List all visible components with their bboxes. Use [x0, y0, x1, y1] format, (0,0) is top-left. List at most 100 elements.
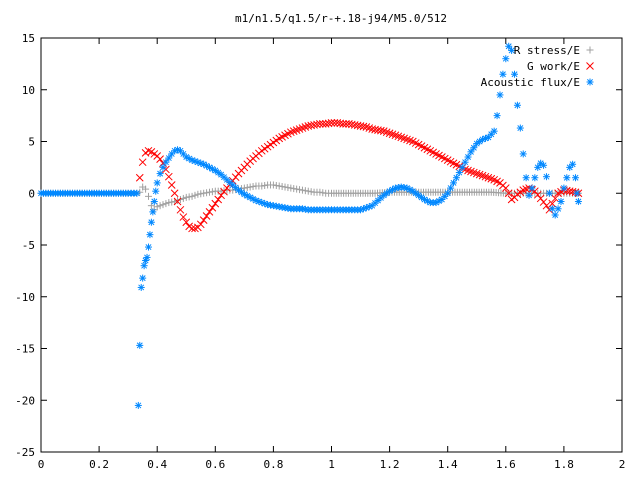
data-point [144, 243, 152, 251]
data-point [382, 128, 391, 137]
data-point [467, 148, 475, 156]
y-tick-label: 5 [28, 136, 35, 149]
data-point [516, 124, 524, 132]
data-point [542, 173, 550, 181]
data-point [240, 184, 248, 192]
data-point [182, 193, 190, 201]
data-point [554, 205, 562, 213]
data-point [572, 174, 580, 182]
data-point [246, 193, 254, 201]
data-point [528, 184, 536, 192]
data-point [540, 161, 548, 169]
data-point [551, 194, 560, 203]
data-point [144, 192, 152, 200]
data-point [164, 172, 173, 181]
data-point [403, 184, 411, 192]
data-point [464, 153, 472, 161]
data-point [272, 181, 280, 189]
data-point [296, 186, 304, 194]
data-point [551, 211, 559, 219]
data-point [545, 205, 554, 214]
y-tick-label: 0 [28, 187, 35, 200]
data-point [246, 183, 254, 191]
data-point [170, 189, 179, 198]
data-point [560, 184, 568, 192]
data-point [156, 155, 164, 163]
data-point [143, 253, 151, 261]
data-point [136, 341, 144, 349]
data-point [400, 134, 408, 143]
data-point [289, 127, 298, 136]
data-point [284, 184, 292, 192]
data-point [525, 191, 533, 199]
data-point [513, 101, 521, 109]
data-point [574, 198, 582, 206]
data-point [156, 202, 164, 210]
data-point [493, 112, 501, 120]
data-point [496, 91, 504, 99]
data-point [362, 123, 371, 131]
data-point [534, 163, 542, 171]
data-point [153, 203, 161, 211]
data-point [152, 187, 160, 195]
data-point [176, 205, 185, 214]
x-tick-label: 1.8 [554, 458, 574, 471]
data-point [319, 189, 327, 197]
data-point [295, 125, 304, 133]
x-tick-label: 0.6 [205, 458, 225, 471]
data-point [327, 119, 336, 127]
data-point [223, 184, 231, 192]
data-point [258, 182, 266, 190]
series-2 [37, 42, 582, 409]
data-point [208, 188, 216, 196]
data-point [217, 171, 225, 179]
data-point [379, 127, 388, 136]
data-point [452, 174, 460, 182]
data-point [394, 132, 403, 141]
data-point [269, 181, 277, 189]
data-point [478, 171, 487, 180]
data-point [545, 189, 553, 197]
data-point [316, 188, 324, 196]
data-point [146, 231, 154, 239]
data-point [134, 401, 142, 409]
data-point [205, 208, 214, 216]
data-point [147, 202, 155, 210]
data-point [501, 184, 510, 192]
series-layer [37, 42, 583, 409]
data-point [522, 174, 530, 182]
data-point [568, 187, 577, 196]
data-point [162, 200, 170, 208]
x-tick-label: 0.2 [89, 458, 109, 471]
data-point [444, 189, 452, 197]
data-point [176, 195, 184, 203]
data-point [301, 187, 309, 195]
plot-frame [40, 37, 623, 453]
data-point [502, 55, 510, 63]
data-point [359, 122, 368, 131]
data-point [135, 173, 144, 182]
data-point [203, 189, 211, 197]
data-point [139, 274, 147, 282]
axes-layer: 0 0.2 0.4 0.6 0.8 1 1.2 1.4 1.6 1.8 2 15 10 5 0 -5 -10 -1… [15, 32, 625, 471]
x-tick-label: 2 [619, 458, 626, 471]
data-point [144, 146, 153, 155]
data-point [194, 190, 202, 198]
data-point [217, 191, 225, 200]
data-point [165, 154, 173, 162]
x-tick-label: 0 [38, 458, 45, 471]
data-point [140, 262, 148, 270]
data-point [519, 186, 528, 194]
data-point [569, 160, 577, 168]
data-point [156, 170, 164, 178]
data-point [165, 199, 173, 207]
data-point [197, 190, 205, 198]
data-point [298, 124, 307, 132]
data-point [316, 120, 324, 128]
data-point [435, 197, 443, 205]
data-point [191, 191, 199, 199]
data-point [137, 283, 145, 291]
data-point [542, 201, 551, 210]
data-point [214, 195, 223, 204]
data-point [403, 135, 411, 144]
